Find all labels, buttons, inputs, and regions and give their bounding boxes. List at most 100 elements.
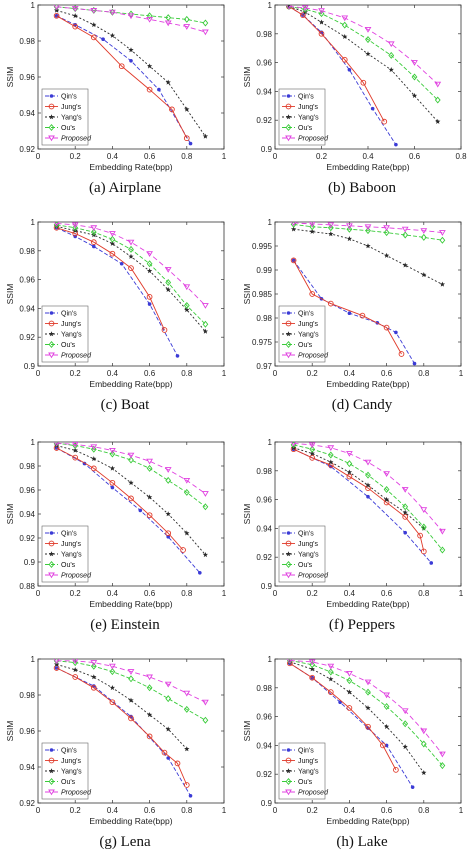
x-axis-label: Embedding Rate(bpp) — [89, 816, 172, 826]
marker-diamond — [90, 228, 97, 236]
legend-label: Jung's — [61, 541, 82, 548]
marker-diamond — [48, 560, 55, 569]
marker-star — [72, 447, 78, 453]
marker-dot — [366, 494, 370, 499]
x-tick-label: 0.6 — [144, 806, 156, 815]
x-axis-label: Embedding Rate(bpp) — [89, 379, 172, 389]
marker-triangle — [127, 452, 135, 459]
y-axis-label: SSIM — [5, 721, 15, 742]
marker-triangle — [285, 789, 292, 796]
x-tick-label: 0.6 — [381, 589, 393, 598]
x-axis-label: Embedding Rate(bpp) — [326, 599, 409, 609]
marker-triangle — [285, 135, 292, 142]
marker-diamond — [388, 51, 395, 59]
marker-star — [146, 494, 153, 500]
x-tick-label: 0.2 — [70, 589, 82, 598]
series-group — [53, 659, 209, 798]
legend: Qin's Jung's Yang's Ou's Proposed — [278, 525, 329, 583]
marker-star — [128, 47, 134, 53]
legend-label: Qin's — [298, 531, 314, 538]
y-tick-label: 0.88 — [19, 582, 35, 591]
legend-label: Yang's — [298, 552, 319, 559]
marker-star — [365, 243, 371, 249]
marker-diamond — [165, 14, 172, 22]
marker-circle — [285, 540, 292, 547]
marker-dot — [394, 330, 398, 335]
marker-circle — [48, 103, 55, 110]
marker-star — [287, 659, 293, 665]
marker-circle — [327, 300, 334, 307]
marker-dot — [198, 571, 202, 575]
marker-triangle — [127, 13, 135, 20]
marker-circle — [398, 351, 405, 357]
y-axis-label: SSIM — [5, 284, 15, 305]
marker-dot — [286, 94, 291, 98]
x-tick-label: 0.4 — [362, 152, 374, 161]
marker-diamond — [48, 777, 55, 786]
marker-star — [146, 63, 153, 69]
marker-circle — [161, 749, 168, 756]
marker-diamond — [383, 229, 390, 237]
marker-diamond — [202, 19, 209, 27]
series-line-jungs — [56, 15, 188, 139]
x-tick-label: 0.8 — [418, 806, 430, 815]
marker-triangle — [420, 728, 428, 735]
marker-triangle — [308, 659, 316, 666]
legend-label: Yang's — [298, 769, 319, 776]
legend: Qin's Jung's Yang's Ou's Proposed — [41, 525, 92, 583]
marker-circle — [118, 63, 125, 70]
y-tick-label: 0.92 — [256, 553, 272, 562]
x-tick-label: 0.4 — [107, 152, 119, 161]
marker-triangle — [109, 447, 116, 454]
marker-diamond — [346, 460, 353, 468]
legend: Qin's Jung's Yang's Ou's Proposed — [278, 742, 329, 800]
marker-circle — [72, 674, 79, 680]
marker-star — [421, 769, 427, 776]
marker-star — [202, 328, 209, 334]
y-tick-label: 0.9 — [24, 362, 36, 371]
y-tick-label: 0.94 — [256, 741, 272, 750]
legend-label: Jung's — [298, 321, 319, 328]
marker-star — [411, 92, 418, 98]
x-tick-label: 0.2 — [70, 806, 82, 815]
series-line-ous — [56, 660, 206, 721]
marker-star — [383, 496, 390, 502]
marker-circle — [359, 312, 366, 319]
y-tick-label: 1 — [268, 1, 273, 10]
marker-diamond — [365, 471, 371, 479]
marker-dot — [429, 561, 434, 565]
marker-triangle — [53, 659, 60, 665]
marker-triangle — [202, 491, 209, 497]
chart-panel-3: 0 0.2 0.4 0.6 0.8 1 0.9 0.92 0.94 0.96 0.98 1 Embedd… — [5, 218, 227, 413]
marker-star — [165, 286, 171, 292]
marker-circle — [109, 479, 116, 486]
y-tick-label: 1 — [31, 438, 36, 447]
marker-diamond — [72, 659, 79, 667]
legend-label: Jung's — [61, 321, 82, 328]
legend-label: Ou's — [61, 779, 76, 786]
marker-triangle — [420, 228, 428, 234]
chart-caption: (e) Einstein — [90, 617, 160, 633]
x-tick-label: 0.4 — [107, 369, 119, 378]
marker-circle — [285, 103, 292, 110]
marker-star — [346, 469, 353, 475]
marker-dot — [175, 354, 180, 358]
x-tick-label: 1 — [459, 806, 464, 815]
x-tick-label: 0.8 — [418, 589, 430, 598]
marker-diamond — [109, 235, 116, 243]
marker-triangle — [327, 663, 335, 670]
series-line-proposed — [56, 222, 206, 306]
legend-label: Ou's — [61, 125, 76, 132]
y-tick-label: 0.98 — [256, 684, 272, 693]
marker-circle — [380, 742, 386, 749]
series-line-ous — [288, 5, 439, 101]
chart-panel-6: 0 0.2 0.4 0.6 0.8 1 0.9 0.92 0.94 0.96 0.98 1 Embedd… — [242, 438, 464, 633]
marker-triangle — [287, 659, 293, 664]
marker-dot — [101, 37, 105, 41]
chart-panel-4: 0 0.2 0.4 0.6 0.8 1 0.97 0.975 0.98 0.985 0.99 0.99… — [242, 218, 464, 413]
y-tick-label: 0.98 — [256, 30, 272, 39]
marker-triangle — [291, 222, 297, 227]
x-tick-label: 1 — [222, 369, 227, 378]
marker-star — [285, 551, 292, 557]
chart-panel-7: 0 0.2 0.4 0.6 0.8 1 0.92 0.94 0.96 0.98 1 Embedding… — [5, 655, 227, 850]
